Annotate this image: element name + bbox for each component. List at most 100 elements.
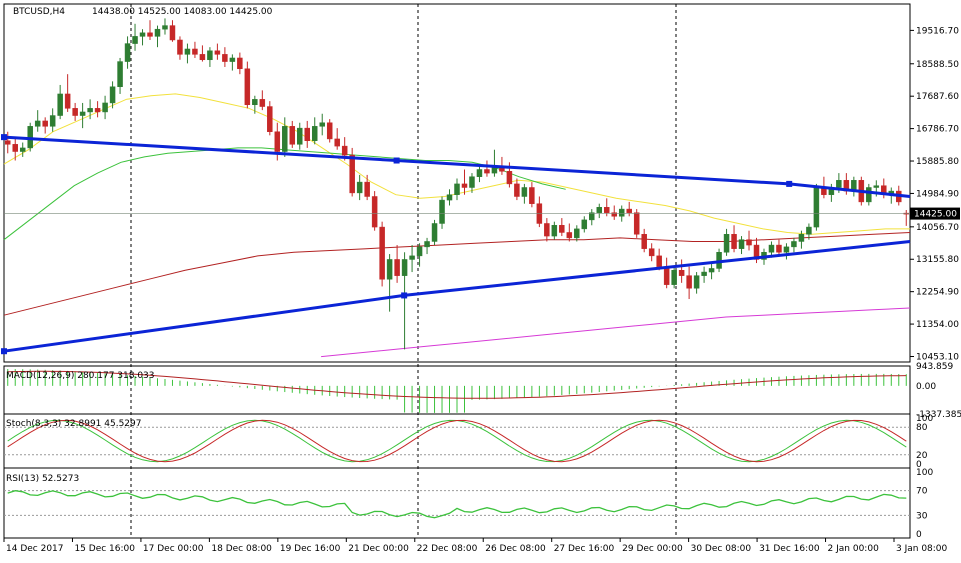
trendline-anchor (1, 348, 7, 355)
candle (139, 29, 146, 46)
candle (42, 117, 48, 134)
x-tick-label: 26 Dec 08:00 (485, 544, 546, 554)
candle (686, 266, 692, 300)
candle (589, 209, 595, 226)
candle (304, 120, 310, 148)
candle (544, 218, 550, 242)
candle (828, 183, 835, 202)
candle (334, 128, 340, 150)
candle (551, 221, 558, 240)
macd-tick: 0.00 (916, 382, 936, 392)
candle (446, 189, 453, 206)
candle (798, 230, 805, 249)
y-tick-label: 17687.60 (916, 92, 959, 102)
ma-line-red (3, 232, 911, 316)
y-tick-label: 14056.70 (916, 223, 959, 233)
candle (806, 223, 812, 240)
y-tick-label: 19516.70 (916, 26, 959, 36)
candle (386, 254, 393, 312)
grid-layer (3, 3, 911, 539)
candle (521, 183, 528, 204)
candle (12, 137, 18, 161)
ohlc-label: 14438.00 14525.00 14083.00 14425.00 (92, 7, 273, 17)
candle (289, 120, 296, 148)
candle (678, 259, 685, 283)
x-tick-label: 29 Dec 00:00 (622, 544, 683, 554)
stoch-tick: 100 (916, 414, 933, 424)
candle (461, 169, 468, 195)
candle (416, 243, 423, 267)
candle (72, 102, 78, 121)
trendline-upper (3, 135, 911, 198)
trendline-anchor (393, 157, 400, 164)
stoch-tick: 0 (916, 460, 922, 470)
y-tick-label: 16786.70 (916, 125, 959, 135)
candle (424, 237, 430, 255)
candle (267, 101, 273, 136)
candle (109, 81, 116, 109)
rsi-label: RSI(13) 52.5273 (6, 474, 79, 484)
candle (469, 173, 475, 193)
stoch-tick: 80 (916, 423, 928, 433)
candle (648, 243, 655, 262)
macd-tick: -1337.385 (916, 410, 961, 420)
candle (326, 119, 333, 143)
candle (259, 90, 266, 111)
x-tick-label: 18 Dec 08:00 (211, 544, 272, 554)
candle (132, 23, 138, 51)
x-tick-label: 17 Dec 00:00 (143, 544, 204, 554)
rsi-tick: 0 (916, 530, 922, 540)
candle (776, 239, 782, 256)
candle (214, 43, 221, 60)
candle (311, 117, 318, 145)
candle (192, 41, 198, 58)
current-price-value: 14425.00 (914, 210, 957, 220)
x-tick-label: 21 Dec 00:00 (348, 544, 409, 554)
candle (34, 110, 41, 132)
candle (783, 243, 790, 260)
candle (207, 47, 213, 67)
x-tick-label: 27 Dec 16:00 (554, 544, 615, 554)
trendline-lower (3, 240, 911, 353)
candle (454, 178, 460, 201)
candle (117, 57, 123, 94)
x-tick-label: 30 Dec 08:00 (691, 544, 752, 554)
x-tick-label: 19 Dec 16:00 (280, 544, 341, 554)
candle (57, 84, 63, 120)
candle (409, 245, 415, 273)
candle (147, 20, 153, 40)
candle (297, 122, 303, 150)
candle (169, 20, 176, 42)
y-tick-label: 11354.00 (916, 320, 959, 330)
candle (626, 201, 632, 217)
candle (319, 113, 325, 136)
candle (94, 101, 101, 118)
candle (401, 252, 408, 350)
candle (154, 25, 161, 48)
x-tick-label: 2 Jan 00:00 (828, 544, 880, 554)
candle (903, 209, 910, 226)
candle (102, 95, 108, 120)
candle (566, 223, 573, 242)
macd-signal-line (7, 370, 907, 399)
candle (364, 174, 370, 201)
candle (491, 149, 498, 177)
candle (177, 36, 183, 60)
candle (252, 95, 258, 114)
candle (124, 36, 131, 69)
x-tick-label: 15 Dec 16:00 (74, 544, 135, 554)
candle (371, 191, 378, 231)
candle (282, 117, 288, 157)
candle (791, 237, 797, 253)
rsi-tick: 30 (916, 511, 928, 521)
symbol-label: BTCUSD,H4 (13, 7, 65, 17)
candle (184, 43, 191, 64)
candle (431, 219, 438, 246)
candle (693, 272, 700, 294)
candle (746, 230, 752, 251)
stoch-label: Stoch(8,3,3) 32.8991 45.5297 (6, 419, 141, 429)
candle (87, 99, 93, 120)
candle (356, 174, 363, 201)
